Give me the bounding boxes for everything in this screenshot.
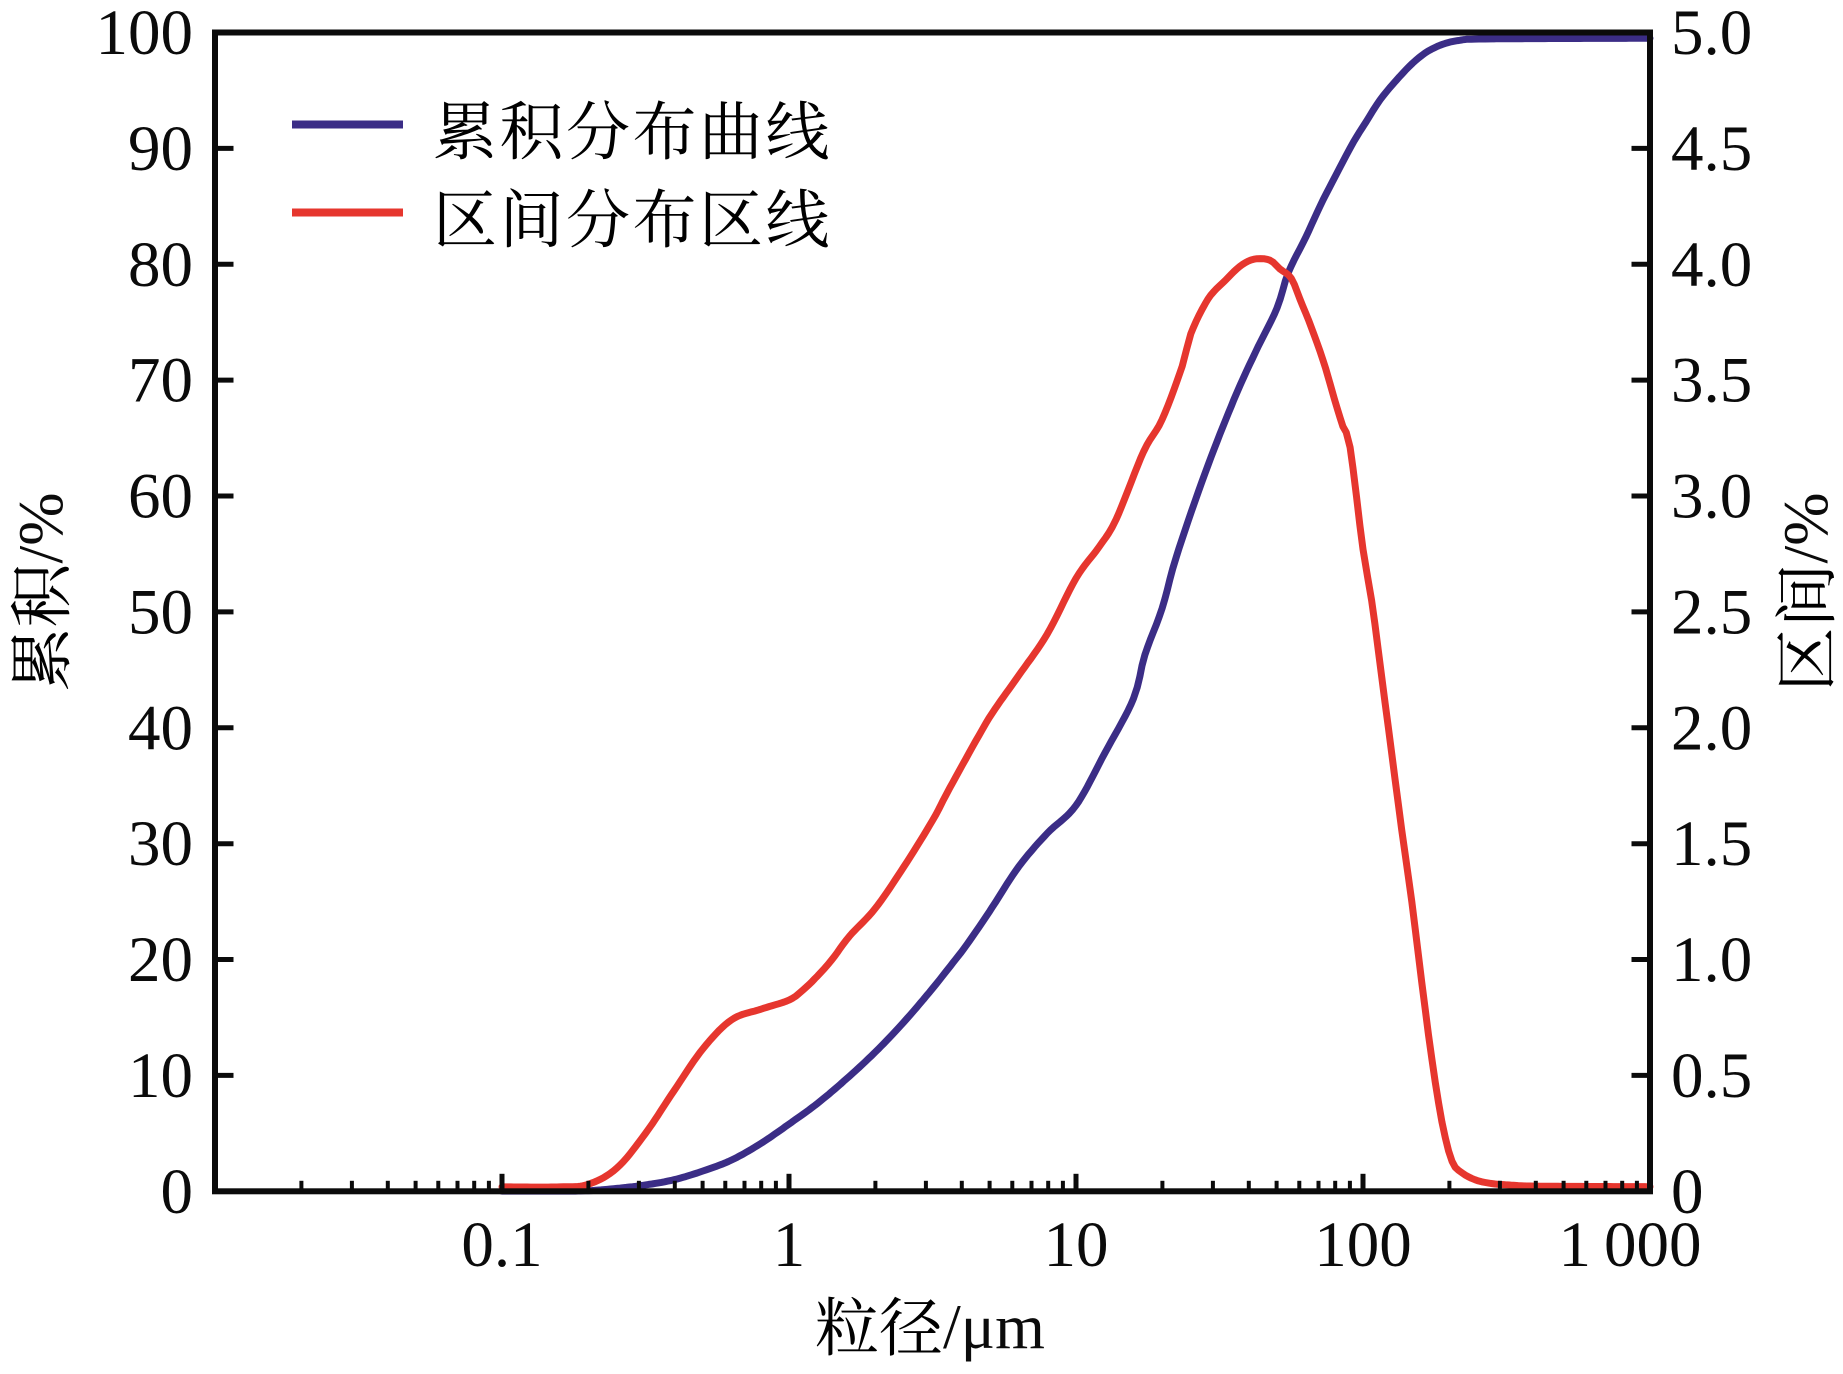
- svg-text:40: 40: [128, 692, 193, 764]
- svg-text:30: 30: [128, 808, 193, 880]
- svg-text:1 000: 1 000: [1558, 1209, 1701, 1281]
- svg-text:100: 100: [96, 0, 194, 69]
- svg-text:/%: /%: [1770, 492, 1841, 563]
- svg-text:20: 20: [128, 924, 193, 996]
- svg-text:90: 90: [128, 113, 193, 185]
- svg-text:5.0: 5.0: [1671, 0, 1752, 69]
- svg-text:10: 10: [128, 1040, 193, 1112]
- svg-text:0.1: 0.1: [461, 1209, 542, 1281]
- svg-text:1.0: 1.0: [1671, 924, 1752, 996]
- svg-text:0.5: 0.5: [1671, 1040, 1752, 1112]
- svg-text:3.0: 3.0: [1671, 461, 1752, 533]
- svg-text:10: 10: [1044, 1209, 1109, 1281]
- svg-text:/μm: /μm: [943, 1291, 1045, 1362]
- svg-text:80: 80: [128, 229, 193, 301]
- svg-text:0: 0: [1671, 1156, 1704, 1228]
- svg-text:/%: /%: [5, 492, 76, 563]
- svg-text:1: 1: [773, 1209, 806, 1281]
- svg-text:2.0: 2.0: [1671, 692, 1752, 764]
- svg-text:1.5: 1.5: [1671, 808, 1752, 880]
- svg-text:2.5: 2.5: [1671, 576, 1752, 648]
- svg-text:60: 60: [128, 461, 193, 533]
- svg-text:3.5: 3.5: [1671, 345, 1752, 417]
- svg-text:4.5: 4.5: [1671, 113, 1752, 185]
- svg-text:70: 70: [128, 345, 193, 417]
- svg-text:0: 0: [161, 1156, 194, 1228]
- svg-text:50: 50: [128, 576, 193, 648]
- svg-text:4.0: 4.0: [1671, 229, 1752, 301]
- svg-text:100: 100: [1314, 1209, 1412, 1281]
